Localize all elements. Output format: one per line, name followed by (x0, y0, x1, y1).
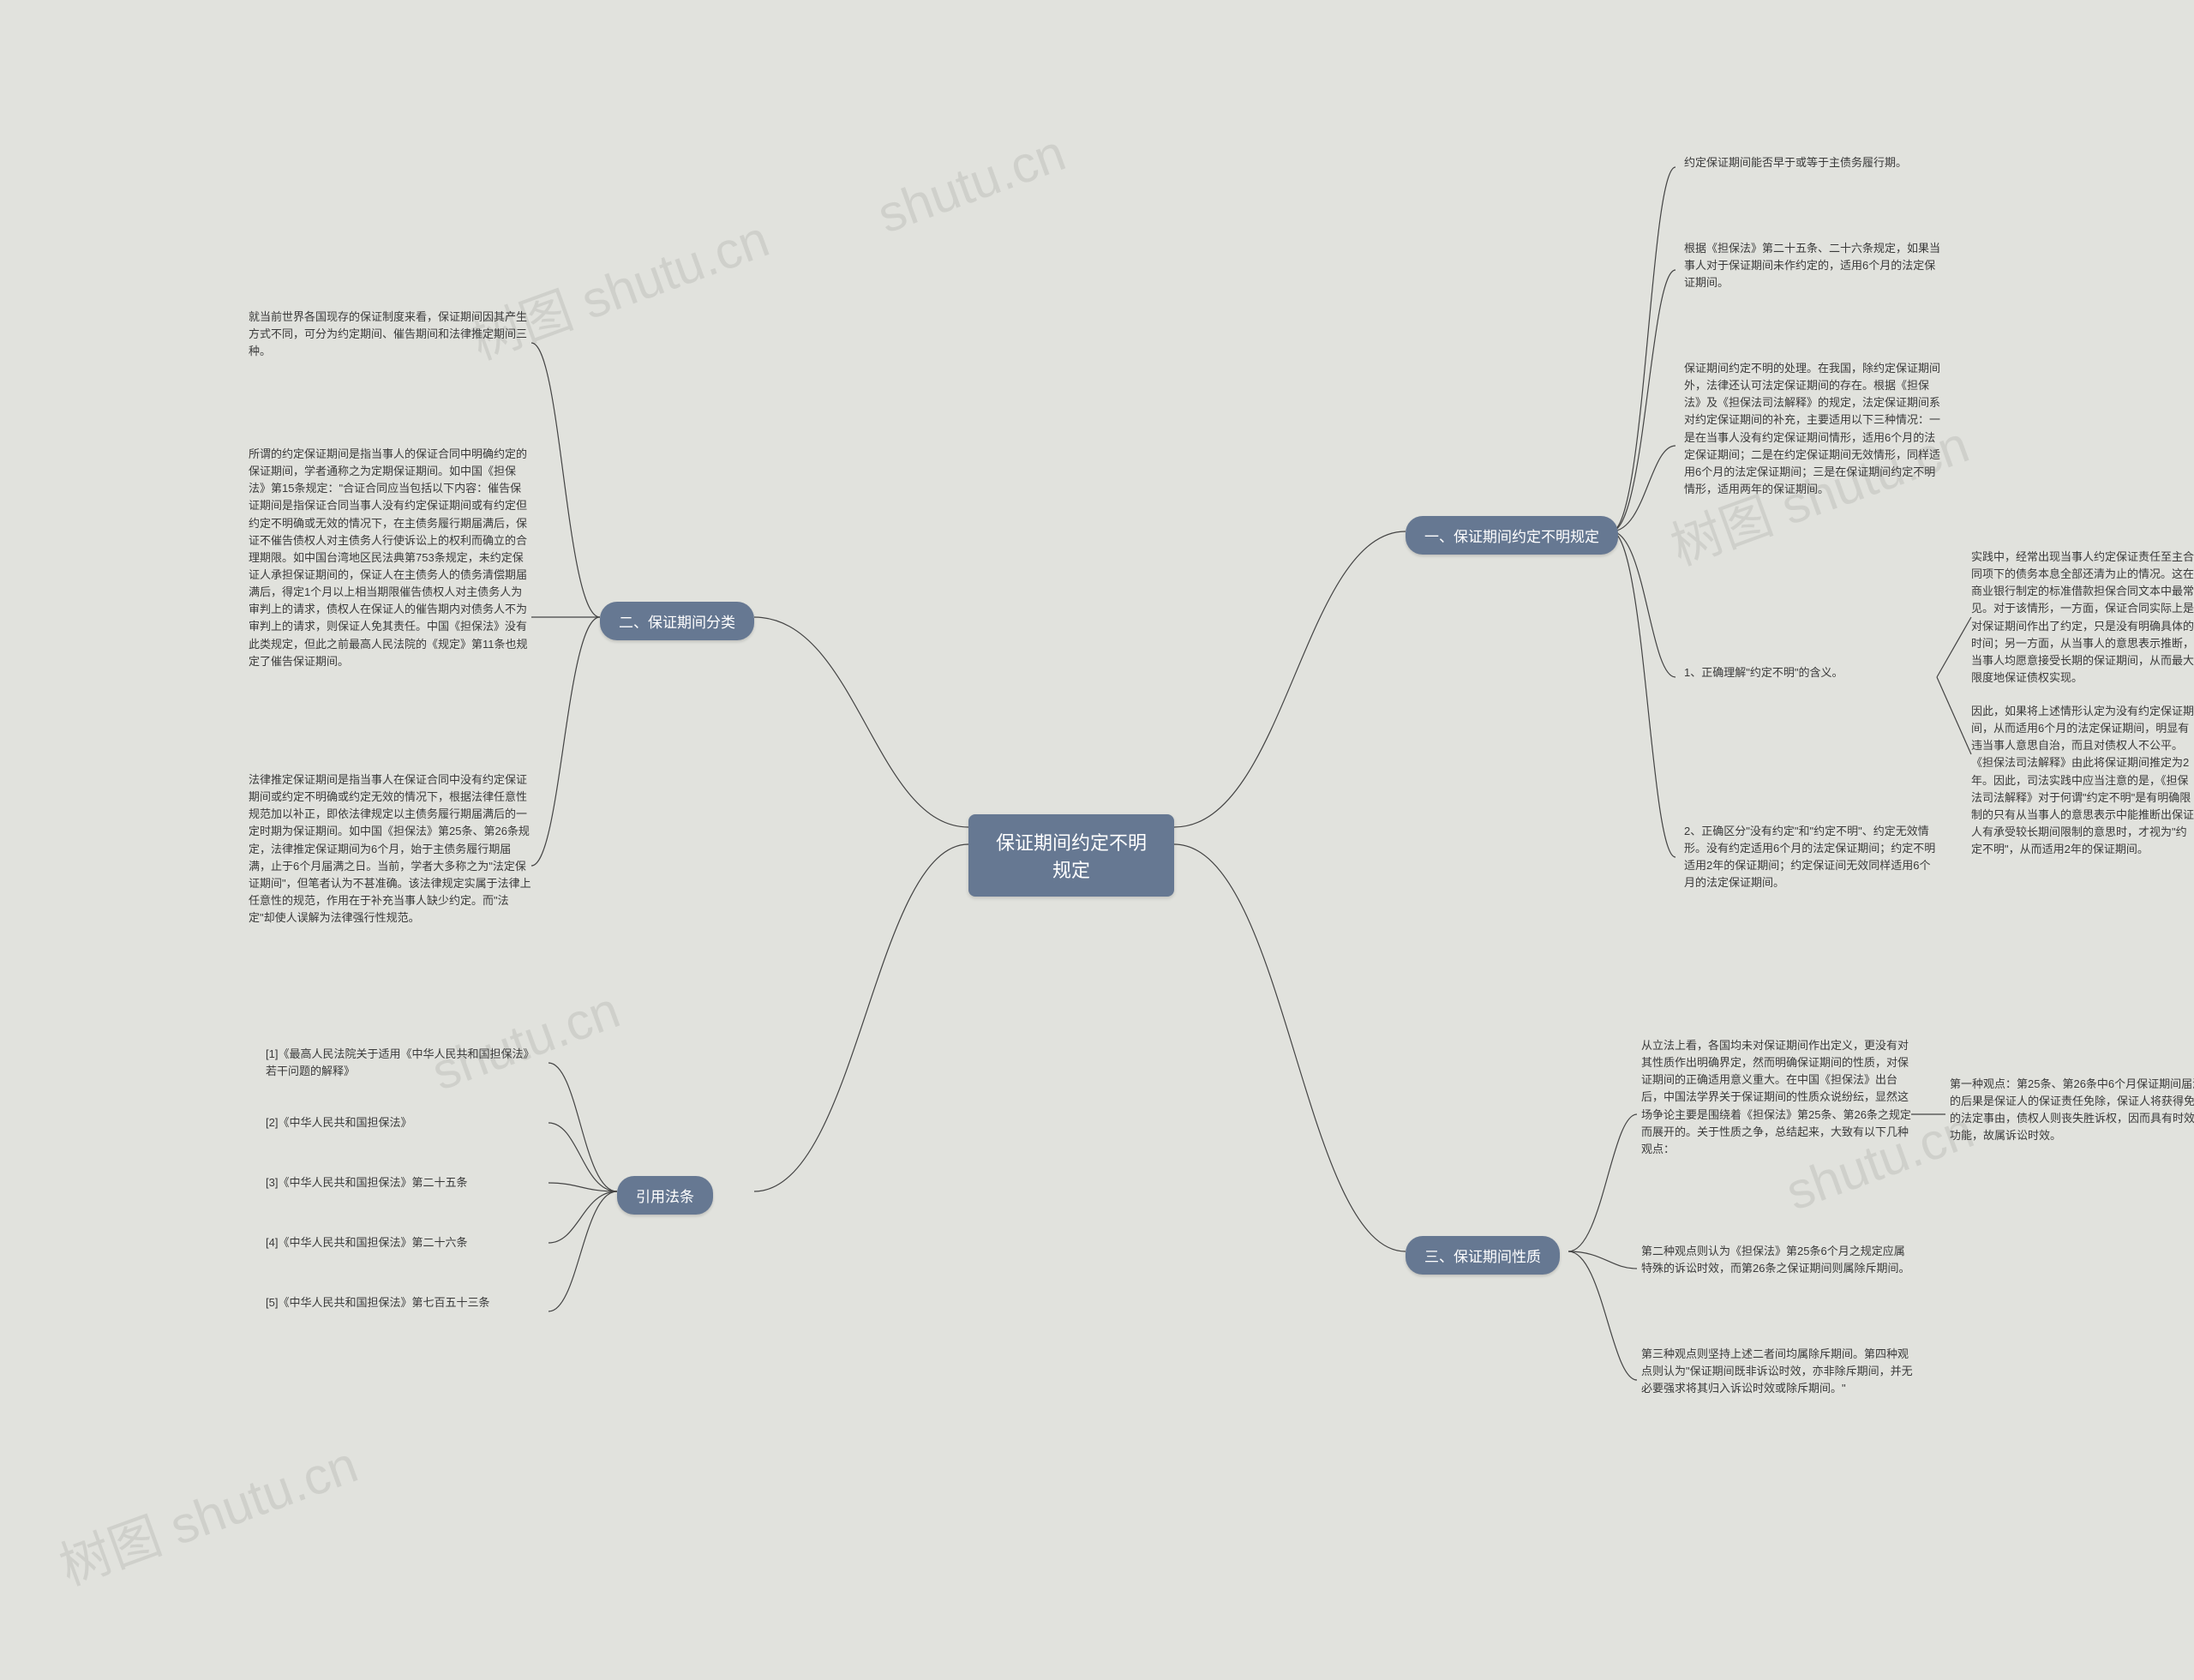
leaf-b2-0: 就当前世界各国现存的保证制度来看，保证期间因其产生方式不同，可分为约定期间、催告… (249, 309, 531, 360)
leaf-b2-1: 所谓的约定保证期间是指当事人的保证合同中明确约定的保证期间，学者通称之为定期保证… (249, 446, 531, 670)
leaf-b1-4: 2、正确区分"没有约定"和"约定不明"、约定无效情形。没有约定适用6个月的法定保… (1684, 823, 1941, 892)
leaf-b1-2: 保证期间约定不明的处理。在我国，除约定保证期间外，法律还认可法定保证期间的存在。… (1684, 360, 1941, 498)
leaf-b1-3: 1、正确理解"约定不明"的含义。 (1684, 664, 1941, 681)
leaf-b1-1: 根据《担保法》第二十五条、二十六条规定，如果当事人对于保证期间未作约定的，适用6… (1684, 240, 1941, 291)
watermark: shutu.cn (870, 123, 1073, 244)
leaf-b1-0: 约定保证期间能否早于或等于主债务履行期。 (1684, 154, 1941, 171)
watermark: 树图 shutu.cn (48, 1423, 366, 1599)
root-node[interactable]: 保证期间约定不明规定 (968, 814, 1174, 897)
branch-2[interactable]: 二、保证期间分类 (600, 602, 754, 640)
leaf-b4-3: [4]《中华人民共和国担保法》第二十六条 (266, 1234, 540, 1251)
branch-1[interactable]: 一、保证期间约定不明规定 (1406, 516, 1618, 555)
leaf-b3-2: 第三种观点则坚持上述二者间均属除斥期间。第四种观点则认为"保证期间既非诉讼时效，… (1641, 1346, 1915, 1397)
branch-4[interactable]: 引用法条 (617, 1176, 713, 1215)
leaf-b3-0: 从立法上看，各国均未对保证期间作出定义，更没有对其性质作出明确界定，然而明确保证… (1641, 1037, 1915, 1158)
leaf-b4-1: [2]《中华人民共和国担保法》 (266, 1114, 540, 1131)
leaf-b1-3-0: 实践中，经常出现当事人约定保证责任至主合同项下的债务本息全部还清为止的情况。这在… (1971, 549, 2194, 687)
leaf-b3-0-0: 第一种观点：第25条、第26条中6个月保证期间届满的后果是保证人的保证责任免除，… (1950, 1076, 2194, 1145)
leaf-b1-3-1: 因此，如果将上述情形认定为没有约定保证期间，从而适用6个月的法定保证期间，明显有… (1971, 703, 2194, 858)
leaf-b3-1: 第二种观点则认为《担保法》第25条6个月之规定应属特殊的诉讼时效，而第26条之保… (1641, 1243, 1915, 1277)
leaf-b2-2: 法律推定保证期间是指当事人在保证合同中没有约定保证期间或约定不明确或约定无效的情… (249, 771, 531, 927)
watermark: shutu.cn (424, 980, 627, 1101)
leaf-b4-4: [5]《中华人民共和国担保法》第七百五十三条 (266, 1294, 540, 1311)
leaf-b4-0: [1]《最高人民法院关于适用《中华人民共和国担保法》若干问题的解释》 (266, 1046, 540, 1080)
leaf-b4-2: [3]《中华人民共和国担保法》第二十五条 (266, 1174, 540, 1191)
branch-3[interactable]: 三、保证期间性质 (1406, 1236, 1560, 1275)
mindmap-canvas: 树图 shutu.cn shutu.cn 树图 shutu.cn shutu.c… (0, 0, 2194, 1680)
